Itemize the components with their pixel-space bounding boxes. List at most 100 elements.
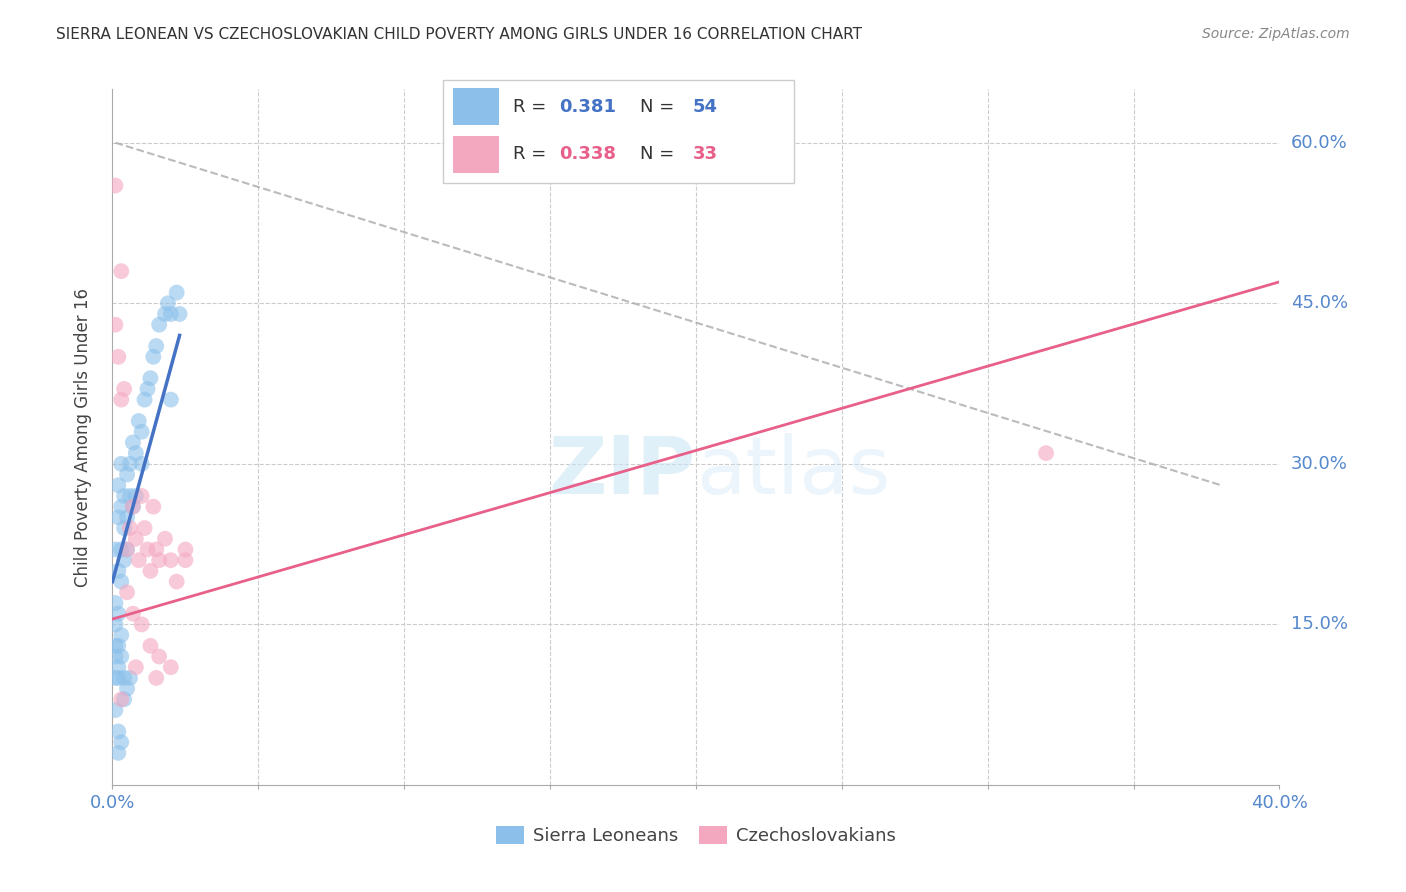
Point xyxy=(118,521,141,535)
Point xyxy=(107,350,129,364)
Point xyxy=(107,660,129,674)
Point xyxy=(104,617,127,632)
Point xyxy=(110,574,132,589)
Text: 60.0%: 60.0% xyxy=(1291,134,1348,152)
Point xyxy=(174,542,197,557)
Point xyxy=(122,500,145,514)
Point xyxy=(110,542,132,557)
Text: R =: R = xyxy=(513,98,553,116)
Point xyxy=(166,285,188,300)
Point xyxy=(134,392,156,407)
Point xyxy=(104,596,127,610)
Point xyxy=(131,457,153,471)
Text: 0.381: 0.381 xyxy=(560,98,616,116)
Point xyxy=(118,671,141,685)
Point xyxy=(125,660,148,674)
Point xyxy=(122,500,145,514)
Point xyxy=(145,671,167,685)
Point xyxy=(131,489,153,503)
Point xyxy=(145,339,167,353)
Point xyxy=(107,724,129,739)
Text: N =: N = xyxy=(640,145,679,163)
Point xyxy=(142,500,165,514)
Point xyxy=(112,553,135,567)
Point xyxy=(156,296,179,310)
Point xyxy=(112,382,135,396)
Point xyxy=(169,307,191,321)
Point xyxy=(110,392,132,407)
Point xyxy=(139,639,162,653)
Point xyxy=(122,607,145,621)
Point xyxy=(160,392,183,407)
Point xyxy=(160,660,183,674)
Text: R =: R = xyxy=(513,145,553,163)
Point xyxy=(104,639,127,653)
Point xyxy=(125,489,148,503)
Point xyxy=(139,371,162,385)
Point xyxy=(107,639,129,653)
Y-axis label: Child Poverty Among Girls Under 16: Child Poverty Among Girls Under 16 xyxy=(75,287,93,587)
Text: ZIP: ZIP xyxy=(548,433,696,511)
Point xyxy=(112,671,135,685)
Point xyxy=(107,607,129,621)
Text: 54: 54 xyxy=(692,98,717,116)
Point xyxy=(136,542,159,557)
Text: N =: N = xyxy=(640,98,679,116)
Point xyxy=(142,350,165,364)
Point xyxy=(115,542,138,557)
Point xyxy=(112,489,135,503)
Point xyxy=(110,264,132,278)
Point xyxy=(104,671,127,685)
Point xyxy=(166,574,188,589)
Point xyxy=(104,178,127,193)
Point xyxy=(107,671,129,685)
Bar xyxy=(453,136,499,173)
Text: 33: 33 xyxy=(692,145,717,163)
Text: SIERRA LEONEAN VS CZECHOSLOVAKIAN CHILD POVERTY AMONG GIRLS UNDER 16 CORRELATION: SIERRA LEONEAN VS CZECHOSLOVAKIAN CHILD … xyxy=(56,27,862,42)
Point xyxy=(148,649,170,664)
Text: atlas: atlas xyxy=(696,433,890,511)
Point xyxy=(1035,446,1057,460)
Text: 30.0%: 30.0% xyxy=(1291,455,1348,473)
Legend: Sierra Leoneans, Czechoslovakians: Sierra Leoneans, Czechoslovakians xyxy=(489,819,903,853)
Point xyxy=(125,446,148,460)
Point xyxy=(128,414,150,428)
Point xyxy=(107,510,129,524)
Point xyxy=(110,692,132,706)
Point xyxy=(145,542,167,557)
Point xyxy=(115,542,138,557)
Point xyxy=(110,500,132,514)
Point xyxy=(160,307,183,321)
Point xyxy=(110,649,132,664)
Point xyxy=(115,510,138,524)
Point xyxy=(131,425,153,439)
Point xyxy=(148,318,170,332)
Point xyxy=(134,521,156,535)
Bar xyxy=(453,88,499,126)
Text: 45.0%: 45.0% xyxy=(1291,294,1348,312)
Point xyxy=(122,435,145,450)
Point xyxy=(112,692,135,706)
Text: 0.338: 0.338 xyxy=(560,145,616,163)
Point xyxy=(107,564,129,578)
Point xyxy=(118,457,141,471)
Point xyxy=(174,553,197,567)
Point xyxy=(107,746,129,760)
Text: Source: ZipAtlas.com: Source: ZipAtlas.com xyxy=(1202,27,1350,41)
Point xyxy=(104,649,127,664)
Point xyxy=(112,521,135,535)
Point xyxy=(153,307,176,321)
Point xyxy=(139,564,162,578)
Point xyxy=(148,553,170,567)
Point xyxy=(118,489,141,503)
Point xyxy=(128,553,150,567)
Point xyxy=(115,585,138,599)
Point xyxy=(115,467,138,482)
Point xyxy=(115,681,138,696)
Point xyxy=(125,532,148,546)
Point xyxy=(110,628,132,642)
Point xyxy=(110,735,132,749)
Point xyxy=(104,318,127,332)
Text: 15.0%: 15.0% xyxy=(1291,615,1348,633)
Point xyxy=(104,703,127,717)
